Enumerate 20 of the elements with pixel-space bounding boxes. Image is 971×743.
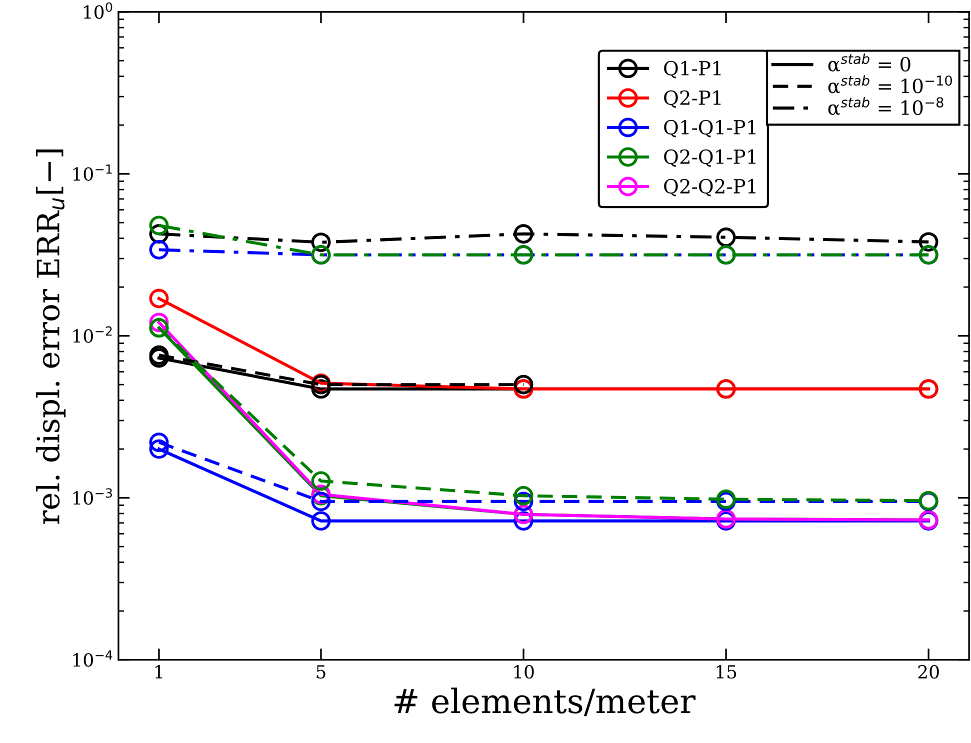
legend-label: Q1-Q1-P1 [664, 120, 756, 138]
y-tick-label: 10$^{−4}$ [73, 650, 112, 667]
x-tick-label: 5 [316, 665, 326, 679]
x-tick-label: 15 [716, 664, 736, 679]
x-tick-label: 20 [918, 664, 939, 679]
y-tick-label: 10$^{0}$ [84, 2, 112, 19]
annotation: α$^{stab}$ = 10$^{−10}$ [828, 75, 952, 94]
x-tick-label: 10 [514, 664, 534, 679]
annotation: α$^{stab}$ = 10$^{−8}$ [828, 96, 944, 116]
legend-label: Q2-P1 [664, 90, 721, 108]
legend-label: Q2-Q1-P1 [664, 149, 756, 167]
y-tick-label: 10$^{−1}$ [73, 164, 112, 181]
y-tick-label: 10$^{−2}$ [73, 326, 112, 343]
legend-label: Q2-Q2-P1 [664, 178, 756, 196]
annotation: α$^{stab}$ = 0 [828, 53, 910, 72]
y-axis-title: rel. displ. error ERR$_{u}$[−] [36, 149, 66, 524]
x-tick-label: 1 [155, 664, 162, 678]
legend-label: Q1-P1 [664, 60, 721, 78]
x-axis-title: # elements/meter [394, 688, 696, 716]
y-tick-label: 10$^{−3}$ [73, 488, 112, 505]
